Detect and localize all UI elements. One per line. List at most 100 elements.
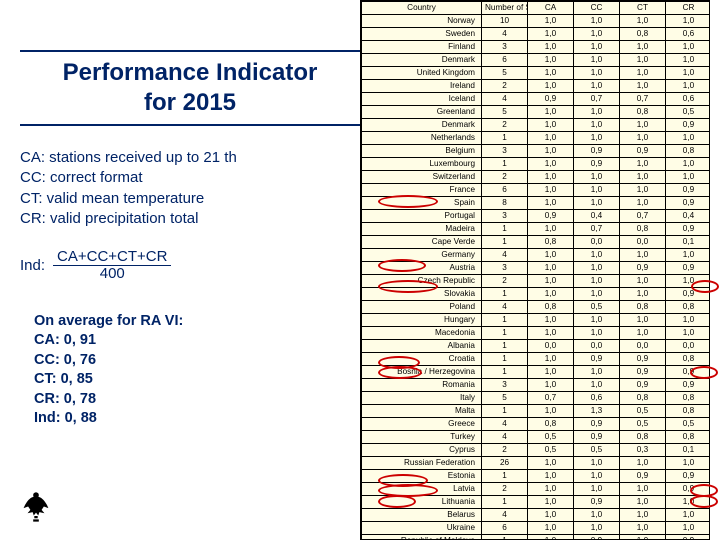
def-ca: CA: stations received up to 21 th bbox=[20, 148, 360, 168]
cell-value: 0,8 bbox=[666, 145, 711, 158]
cell-value: 1,0 bbox=[620, 80, 666, 93]
table-row: Macedonia11,01,01,01,01.00 bbox=[362, 327, 711, 340]
table-row: Czech Republic21,01,01,01,01.00 bbox=[362, 275, 711, 288]
cell-value: 0,0 bbox=[620, 340, 666, 353]
cell-value: 1,0 bbox=[528, 171, 574, 184]
formula: Ind: CA+CC+CT+CR 400 bbox=[20, 249, 360, 282]
cell-value: 1 bbox=[482, 366, 528, 379]
table-row: Italy50,70,60,80,80.83 bbox=[362, 392, 711, 405]
cell-country: Finland bbox=[362, 41, 482, 54]
table-row: Croatia11,00,90,90,80.95 bbox=[362, 353, 711, 366]
cell-value: 1,0 bbox=[574, 509, 620, 522]
cell-country: Estonia bbox=[362, 470, 482, 483]
formula-fraction: CA+CC+CT+CR 400 bbox=[53, 249, 171, 282]
cell-value: 6 bbox=[482, 184, 528, 197]
cell-value: 1,0 bbox=[574, 275, 620, 288]
cell-country: Ireland bbox=[362, 80, 482, 93]
cell-value: 1 bbox=[482, 158, 528, 171]
table-row: Norway101,01,01,01,01.00 bbox=[362, 15, 711, 28]
definitions: CA: stations received up to 21 th CC: co… bbox=[20, 148, 360, 229]
cell-value: 0,5 bbox=[620, 418, 666, 431]
cell-value: 1,0 bbox=[620, 15, 666, 28]
cell-value: 0,9 bbox=[528, 210, 574, 223]
cell-value: 1,0 bbox=[574, 184, 620, 197]
cell-value: 4 bbox=[482, 249, 528, 262]
cell-value: 3 bbox=[482, 210, 528, 223]
cell-value: 0,9 bbox=[620, 379, 666, 392]
table-row: Latvia21,01,01,00,90.98 bbox=[362, 483, 711, 496]
table-row: Austria31,01,00,90,90.95 bbox=[362, 262, 711, 275]
cell-country: Portugal bbox=[362, 210, 482, 223]
cell-value: 8 bbox=[482, 197, 528, 210]
table-row: Spain81,01,01,00,90.98 bbox=[362, 197, 711, 210]
cell-value: 0,9 bbox=[666, 119, 711, 132]
cell-value: 10 bbox=[482, 15, 528, 28]
cell-value: 1,0 bbox=[620, 457, 666, 470]
cell-value: 0,9 bbox=[620, 470, 666, 483]
cell-value: 1,0 bbox=[666, 171, 711, 184]
cell-value: 1,0 bbox=[574, 327, 620, 340]
cell-value: 1,0 bbox=[666, 41, 711, 54]
cell-value: 0,9 bbox=[620, 145, 666, 158]
cell-value: 1,0 bbox=[574, 132, 620, 145]
cell-value: 1,0 bbox=[666, 54, 711, 67]
cell-value: 0,9 bbox=[574, 353, 620, 366]
cell-value: 1,0 bbox=[666, 509, 711, 522]
cell-value: 1,0 bbox=[574, 41, 620, 54]
table-row: Belgium31,00,90,90,80.88 bbox=[362, 145, 711, 158]
cell-value: 1,0 bbox=[528, 249, 574, 262]
cell-value: 1,0 bbox=[666, 158, 711, 171]
cell-value: 2 bbox=[482, 171, 528, 184]
cell-value: 1,0 bbox=[528, 145, 574, 158]
cell-value: 1,0 bbox=[528, 132, 574, 145]
cell-country: Netherlands bbox=[362, 132, 482, 145]
cell-country: Lithuania bbox=[362, 496, 482, 509]
cell-value: 4 bbox=[482, 509, 528, 522]
cell-value: 1 bbox=[482, 353, 528, 366]
cell-value: 3 bbox=[482, 41, 528, 54]
cell-country: Russian Federation bbox=[362, 457, 482, 470]
eagle-icon bbox=[18, 489, 54, 530]
table-row: Poland40,80,50,80,80.73 bbox=[362, 301, 711, 314]
cell-value: 1 bbox=[482, 236, 528, 249]
cell-value: 0,4 bbox=[574, 210, 620, 223]
cell-value: 1,0 bbox=[620, 275, 666, 288]
table-row: Malta11,01,30,50,80.90 bbox=[362, 405, 711, 418]
def-cr: CR: valid precipitation total bbox=[20, 209, 360, 229]
cell-value: 1,0 bbox=[574, 288, 620, 301]
cell-value: 5 bbox=[482, 67, 528, 80]
cell-country: Czech Republic bbox=[362, 275, 482, 288]
cell-value: 1,0 bbox=[528, 223, 574, 236]
cell-value: 1,0 bbox=[528, 314, 574, 327]
cell-value: 1 bbox=[482, 340, 528, 353]
cell-country: Croatia bbox=[362, 353, 482, 366]
avg-ct: CT: 0, 85 bbox=[34, 370, 360, 390]
table-row: Denmark21,01,01,00,90.98 bbox=[362, 119, 711, 132]
cell-country: Turkey bbox=[362, 431, 482, 444]
cell-value: 1,0 bbox=[528, 483, 574, 496]
cell-value: 0,0 bbox=[528, 340, 574, 353]
cell-value: 1,0 bbox=[666, 275, 711, 288]
cell-value: 0,8 bbox=[666, 431, 711, 444]
table-row: Greenland51,01,00,80,50.85 bbox=[362, 106, 711, 119]
avg-cc: CC: 0, 76 bbox=[34, 351, 360, 371]
def-cc: CC: correct format bbox=[20, 168, 360, 188]
cell-country: Cyprus bbox=[362, 444, 482, 457]
cell-country: Sweden bbox=[362, 28, 482, 41]
cell-value: 1 bbox=[482, 223, 528, 236]
cell-value: 1,0 bbox=[528, 184, 574, 197]
col-header: CT bbox=[620, 2, 666, 15]
table-row: Finland31,01,01,01,01.00 bbox=[362, 41, 711, 54]
cell-country: Norway bbox=[362, 15, 482, 28]
cell-value: 0,8 bbox=[620, 392, 666, 405]
cell-value: 0,8 bbox=[620, 223, 666, 236]
cell-value: 0,9 bbox=[666, 262, 711, 275]
cell-value: 0,5 bbox=[574, 444, 620, 457]
title-line2: for 2015 bbox=[144, 89, 236, 116]
cell-value: 0,8 bbox=[528, 418, 574, 431]
cell-value: 0,7 bbox=[574, 223, 620, 236]
cell-country: Romania bbox=[362, 379, 482, 392]
formula-denominator: 400 bbox=[96, 266, 129, 282]
cell-value: 2 bbox=[482, 80, 528, 93]
cell-country: France bbox=[362, 184, 482, 197]
